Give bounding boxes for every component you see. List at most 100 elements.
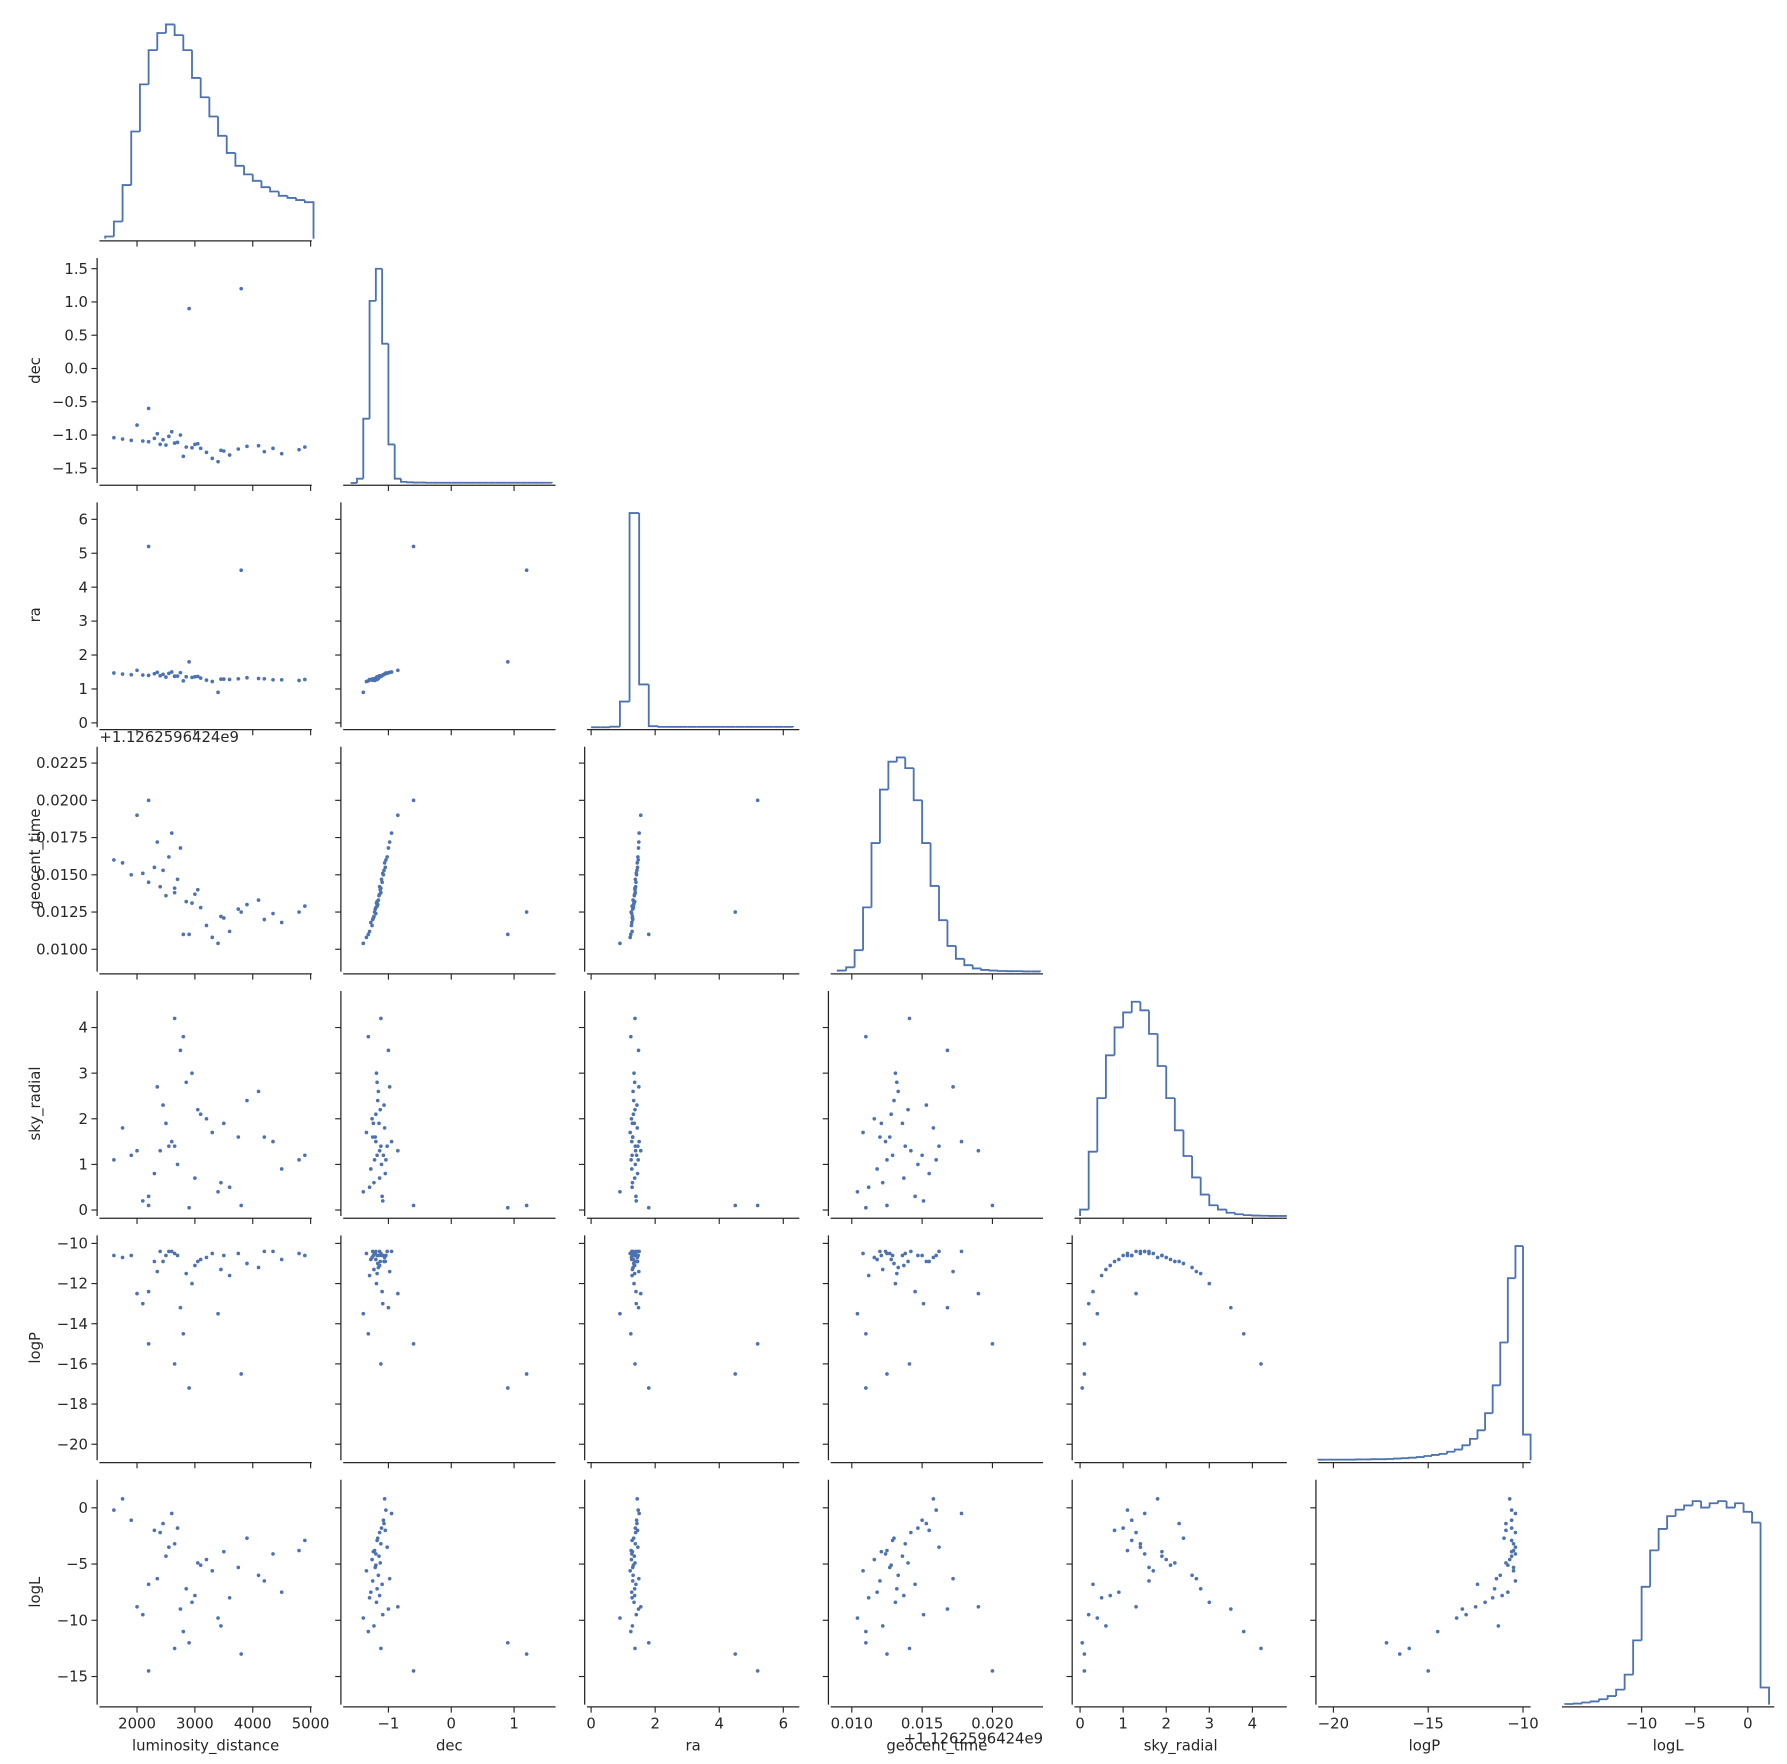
sample-point [387, 1269, 392, 1274]
y-tick-label: 0.0200 [36, 792, 88, 809]
sample-point [376, 1573, 381, 1578]
sample-point [927, 1528, 931, 1533]
sample-point [924, 1521, 929, 1526]
histogram-bin [938, 885, 948, 922]
sample-point [1483, 1600, 1487, 1605]
sample-point [866, 1185, 871, 1190]
histogram-bin [946, 920, 956, 947]
sample-point [379, 1541, 383, 1546]
sample-point [155, 1576, 160, 1581]
x-tick-label: 5000 [292, 1716, 330, 1733]
sample-point [378, 1107, 383, 1112]
y-tick-label: 2 [79, 647, 88, 664]
sample-point [879, 1253, 884, 1258]
sample-point [303, 904, 307, 908]
histogram-bin [165, 23, 175, 33]
sample-point [634, 1199, 639, 1203]
y-tick-label: −0.5 [52, 394, 88, 411]
sample-point [152, 1528, 157, 1533]
sample-point [635, 1521, 639, 1526]
sample-point [303, 677, 307, 682]
histogram-bin [234, 152, 245, 167]
x-tick-label: 4 [1248, 1716, 1257, 1733]
sample-point [379, 1526, 384, 1530]
sample-point [219, 1180, 223, 1185]
sample-point [167, 855, 171, 859]
y-tick-label: 1 [79, 1157, 88, 1174]
sample-point [387, 1576, 392, 1581]
sample-point [396, 668, 400, 673]
sample-point [634, 1153, 639, 1158]
sample-point [167, 1249, 171, 1254]
histogram-bin [862, 906, 872, 951]
sample-point [236, 907, 241, 911]
histogram-bin [1598, 1698, 1608, 1702]
sample-point [187, 659, 191, 664]
sample-point [146, 544, 151, 549]
sample-point [632, 892, 637, 896]
sample-point [256, 1573, 261, 1578]
sample-point [172, 1016, 177, 1021]
sample-point [381, 1153, 386, 1158]
sample-point [1121, 1526, 1125, 1530]
sample-point [906, 1107, 910, 1112]
sample-point [236, 1251, 241, 1256]
histogram-bin [929, 843, 939, 887]
sample-point [411, 798, 416, 803]
y-tick-label: 3 [79, 613, 88, 630]
histogram-bin [619, 700, 630, 727]
y-tick-label: −5 [66, 1556, 88, 1573]
histogram-bin [1438, 1452, 1448, 1455]
sample-point [937, 1249, 941, 1254]
y-tick-label: 4 [79, 579, 88, 596]
sample-point [855, 1189, 860, 1194]
histogram-bin [1742, 1503, 1753, 1513]
sample-point [913, 1582, 917, 1587]
sample-point [382, 861, 387, 865]
sample-point [372, 1158, 377, 1162]
sample-point [198, 1257, 203, 1262]
y-tick-label: −14 [57, 1316, 88, 1333]
sample-point [135, 668, 139, 673]
sample-point [221, 677, 226, 681]
histogram-bin [1683, 1504, 1693, 1510]
sample-point [945, 1305, 950, 1310]
histogram-bin [879, 788, 889, 844]
sample-point [221, 1549, 226, 1554]
sample-point [629, 1116, 634, 1121]
sample-point [210, 679, 215, 684]
histogram-bin [303, 200, 315, 239]
sample-point [112, 1253, 116, 1258]
sample-point [187, 1205, 191, 1210]
sample-point [1513, 1545, 1518, 1550]
sample-point [951, 1269, 955, 1274]
sample-point [636, 1249, 640, 1254]
histogram-bin [1148, 1010, 1158, 1035]
sample-point [1080, 1640, 1085, 1645]
sample-point [178, 433, 183, 437]
y-axis-label: geocent_time [27, 809, 44, 910]
sample-point [175, 674, 180, 678]
sample-point [635, 861, 640, 865]
sample-point [1125, 1508, 1130, 1512]
sample-point [892, 1098, 896, 1103]
sample-point [227, 1273, 232, 1278]
sample-point [855, 1311, 860, 1316]
sample-point [387, 840, 392, 844]
sample-point [635, 1171, 640, 1176]
y-tick-label: 2 [79, 1111, 88, 1128]
sample-point [366, 932, 371, 937]
sample-point [896, 1573, 901, 1578]
sample-point [172, 1144, 177, 1148]
sample-point [921, 1199, 926, 1203]
sample-point [377, 1554, 381, 1559]
sample-point [1082, 1652, 1087, 1656]
sample-point [637, 840, 641, 844]
sample-point [633, 1362, 637, 1366]
sample-point [1397, 1652, 1402, 1656]
sample-point [1507, 1496, 1512, 1501]
sample-point [161, 1521, 165, 1526]
histogram-bin [638, 513, 649, 686]
y-tick-label: 0.0 [64, 361, 88, 378]
